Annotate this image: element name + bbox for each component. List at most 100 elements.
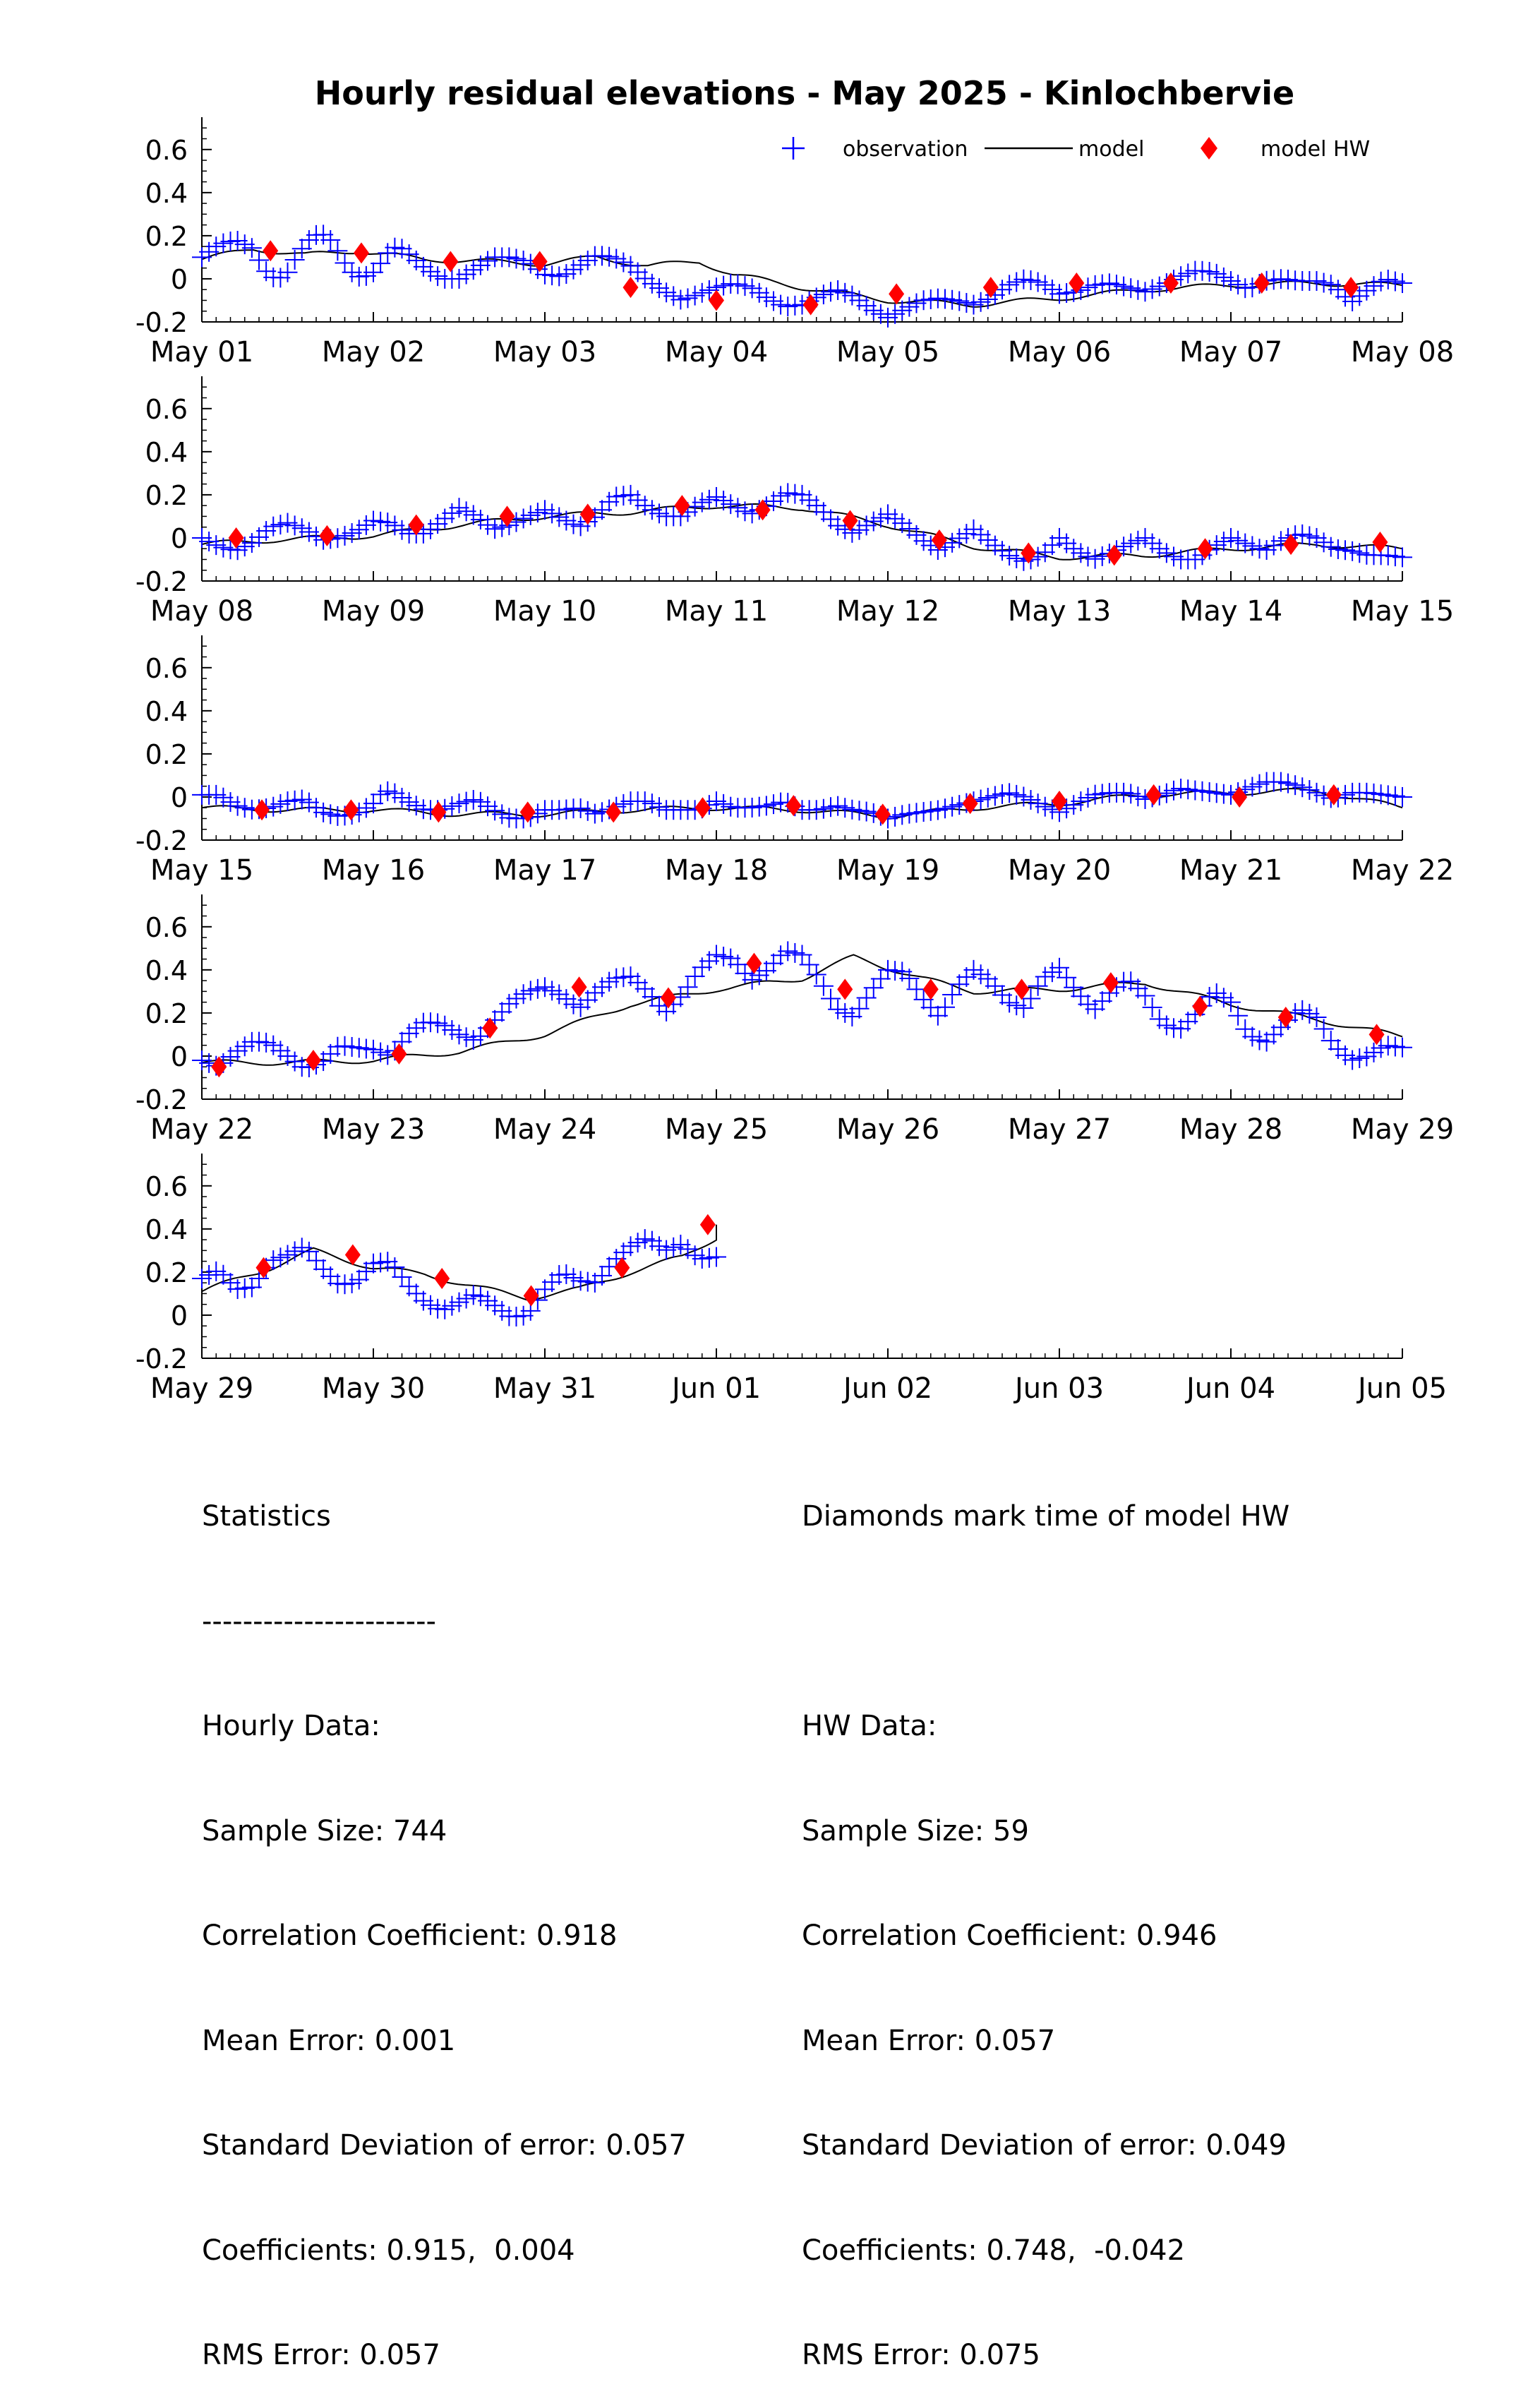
model-line xyxy=(201,1224,717,1301)
x-tick-label: Jun 05 xyxy=(1356,1372,1447,1405)
y-tick-label: 0.2 xyxy=(145,1257,188,1288)
model-hw-diamond xyxy=(1106,544,1122,566)
y-tick-label: 0.6 xyxy=(145,394,188,425)
x-tick-label: May 10 xyxy=(493,595,596,628)
model-hw-diamond xyxy=(709,289,724,311)
model-hw-diamond xyxy=(1021,542,1037,564)
hourly-sample-size: Sample Size: 744 xyxy=(202,1814,447,1847)
model-hw-diamond xyxy=(889,283,905,305)
y-tick-label: 0.4 xyxy=(145,1214,188,1245)
observation-marker xyxy=(899,969,920,989)
model-hw-diamond xyxy=(754,499,771,521)
x-tick-label: May 15 xyxy=(1351,595,1454,628)
hw-rms-error: RMS Error: 0.075 xyxy=(802,2339,1040,2371)
observation-marker xyxy=(1228,1005,1249,1026)
x-tick-label: Jun 01 xyxy=(670,1372,761,1405)
model-hw-diamond xyxy=(674,495,690,517)
model-hw-diamond xyxy=(211,1056,227,1078)
x-tick-label: May 29 xyxy=(1351,1113,1454,1146)
model-hw-diamond xyxy=(922,978,939,1000)
y-tick-label: 0.4 xyxy=(145,955,188,986)
y-tick-label: -0.2 xyxy=(136,1343,188,1374)
model-hw-diamond xyxy=(1162,272,1179,294)
observation-marker xyxy=(241,238,262,258)
hw-sample-size: Sample Size: 59 xyxy=(802,1814,1029,1847)
model-hw-diamond xyxy=(746,952,762,974)
hw-data-heading: HW Data: xyxy=(802,1710,937,1742)
x-tick-label: May 13 xyxy=(1008,595,1111,628)
model-hw-diamond xyxy=(962,793,978,815)
hw-spacer xyxy=(802,1605,1289,1640)
x-tick-label: May 17 xyxy=(493,854,596,887)
model-hw-diamond xyxy=(1192,995,1208,1017)
observation-marker xyxy=(806,964,826,985)
model-hw-diamond xyxy=(982,277,999,299)
observation-marker xyxy=(1135,986,1155,1006)
model-hw-diamond xyxy=(786,795,802,817)
observation-marker xyxy=(1392,273,1412,294)
hw-std-dev: Standard Deviation of error: 0.049 xyxy=(802,2129,1287,2162)
x-tick-label: May 11 xyxy=(665,595,768,628)
observation-marker xyxy=(284,249,305,270)
y-tick-label: -0.2 xyxy=(136,566,188,597)
model-hw-diamond xyxy=(1145,784,1162,805)
x-tick-label: May 05 xyxy=(836,336,939,369)
model-hw-diamond xyxy=(443,251,459,272)
observation-marker xyxy=(678,977,698,998)
legend-observation-label: observation xyxy=(843,137,968,162)
y-tick-label: 0.2 xyxy=(145,739,188,770)
observation-marker xyxy=(249,250,269,270)
observation-marker xyxy=(821,988,841,1009)
legend: observation model model HW xyxy=(782,137,1370,162)
x-tick-label: May 02 xyxy=(322,336,425,369)
model-hw-diamond xyxy=(931,529,947,551)
model-hw-diamond xyxy=(1325,784,1342,805)
observation-marker xyxy=(1392,547,1412,568)
observation-marker xyxy=(1392,1037,1412,1058)
y-tick-label: 0 xyxy=(171,1300,188,1331)
model-hw-diamond xyxy=(1372,532,1388,553)
x-tick-label: May 09 xyxy=(322,595,425,628)
x-tick-label: May 07 xyxy=(1179,336,1282,369)
model-hw-diamond xyxy=(802,294,819,316)
hourly-coefficients: Coefficients: 0.915, 0.004 xyxy=(202,2234,575,2267)
x-tick-label: May 24 xyxy=(493,1113,596,1146)
legend-model-label: model xyxy=(1078,137,1144,162)
legend-model-hw-label: model HW xyxy=(1261,137,1370,162)
model-hw-diamond xyxy=(571,976,587,998)
model-hw-diamond xyxy=(1197,538,1213,560)
model-hw-diamond xyxy=(622,277,639,299)
x-tick-label: May 08 xyxy=(150,595,253,628)
observation-marker xyxy=(1142,998,1162,1018)
x-tick-label: Jun 02 xyxy=(841,1372,932,1405)
model-hw-diamond xyxy=(1102,972,1119,994)
model-line xyxy=(201,954,1403,1066)
y-tick-label: -0.2 xyxy=(136,825,188,856)
model-hw-diamond xyxy=(874,803,891,825)
model-hw-diamond xyxy=(606,801,622,823)
x-tick-label: May 18 xyxy=(665,854,768,887)
x-tick-label: May 30 xyxy=(322,1372,425,1405)
model-hw-diamond xyxy=(614,1257,630,1278)
hourly-correlation: Correlation Coefficient: 0.918 xyxy=(202,1919,618,1952)
y-tick-label: 0.4 xyxy=(145,178,188,209)
stats-heading: Statistics xyxy=(202,1500,331,1533)
hw-statistics: Diamonds mark time of model HW HW Data: … xyxy=(802,1430,1289,2408)
y-tick-label: -0.2 xyxy=(136,1084,188,1115)
model-hw-diamond xyxy=(519,801,536,823)
model-hw-diamond xyxy=(482,1017,498,1039)
x-tick-label: May 03 xyxy=(493,336,596,369)
y-tick-label: 0.4 xyxy=(145,696,188,727)
x-tick-label: May 08 xyxy=(1351,336,1454,369)
x-tick-label: May 12 xyxy=(836,595,939,628)
hw-correlation: Correlation Coefficient: 0.946 xyxy=(802,1919,1217,1952)
x-tick-label: May 21 xyxy=(1179,854,1282,887)
y-tick-label: 0.6 xyxy=(145,912,188,943)
y-tick-label: 0 xyxy=(171,782,188,813)
model-hw-diamond xyxy=(1283,534,1299,556)
x-tick-label: May 15 xyxy=(150,854,253,887)
observation-marker xyxy=(849,998,870,1019)
